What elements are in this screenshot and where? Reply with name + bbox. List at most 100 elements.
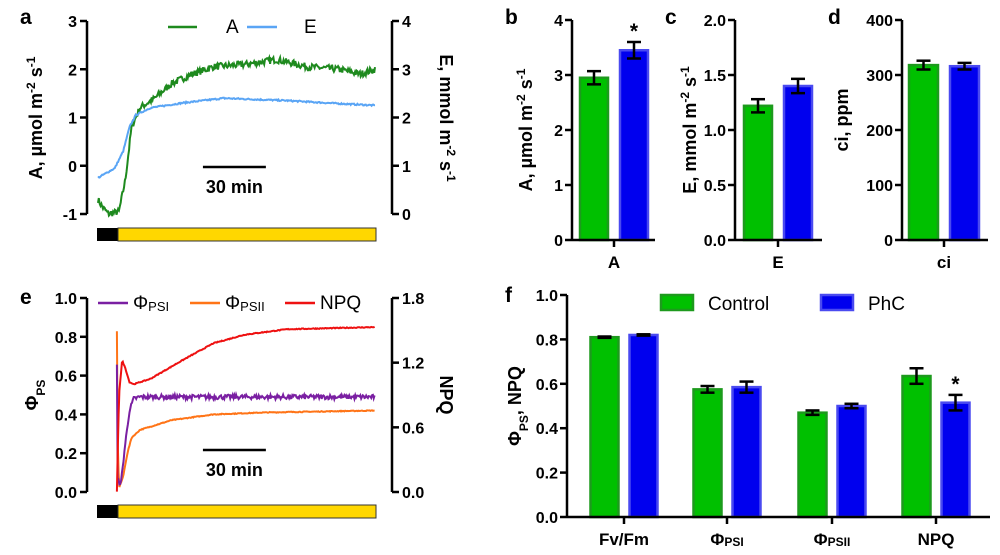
right-axis-label-part: s: [436, 156, 456, 171]
category-label: ΦPSI: [710, 530, 743, 549]
left-tick-label: 0.2: [55, 446, 77, 463]
y-tick-label: 2.0: [704, 13, 726, 30]
panel-c: c 0.0 0.5 1.0 1.5 2.0 E E, mmol m-2 s-1: [665, 6, 822, 272]
legend-label: Control: [708, 294, 769, 315]
y-axis-label-part: , NPQ: [505, 366, 525, 415]
y-tick-label: 0.6: [536, 377, 558, 394]
left-tick-label: 3: [68, 14, 77, 31]
series-line-E: [97, 96, 376, 179]
panel-f: f * 0.0 0.2 0.4 0.6 0.8 1.0 Fv/Fm ΦPSI ΦPSII NPQ ΦPS…: [505, 284, 990, 549]
bar-phc: [940, 401, 971, 519]
right-tick-label: 2: [402, 111, 411, 128]
dark-period-bar: [97, 505, 118, 518]
y-axis-label-part: -1: [514, 68, 528, 79]
y-axis-label-part: -1: [678, 66, 692, 77]
right-axis-label-part: E, mmol m: [436, 54, 456, 145]
significance-marker: *: [630, 20, 639, 43]
light-period-bar: [117, 504, 377, 519]
series-line-PSII: [115, 331, 375, 488]
light-period-bar: [117, 227, 377, 242]
left-tick-label: 0.6: [55, 369, 77, 386]
y-tick-label: 400: [866, 13, 893, 30]
category-label: E: [772, 253, 783, 272]
right-tick-label: 4: [402, 14, 411, 31]
left-axis-label-part: A, µmol m: [26, 93, 46, 179]
y-tick-label: 4: [554, 13, 563, 30]
bar-control: [589, 335, 620, 519]
left-tick-label: 1: [68, 111, 77, 128]
right-tick-label: 3: [402, 62, 411, 79]
dark-period-bar: [97, 228, 118, 241]
panel-label: f: [505, 284, 513, 307]
left-tick-label: 0: [68, 159, 77, 176]
right-tick-label: 0.6: [402, 420, 424, 437]
legend-label: E: [304, 17, 317, 38]
left-tick-label: 0.0: [55, 485, 77, 502]
bar-control: [901, 374, 932, 519]
bar-phc: [628, 333, 659, 519]
legend-label: ΦPSI: [133, 293, 169, 314]
legend-label: PhC: [868, 294, 905, 315]
right-axis-label-part: NPQ: [436, 375, 456, 414]
right-axis-label: NPQ: [436, 375, 456, 414]
legend-swatch: [819, 293, 855, 312]
panel-label: a: [20, 6, 32, 29]
y-axis-label-part: -2: [678, 92, 692, 103]
left-axis-label: A, µmol m-2 s-1: [24, 56, 46, 179]
bar-phc: [836, 404, 867, 519]
panel-e: e 0.0 0.2 0.4 0.6 0.8 1.0 0.0 0.6 1.2 1.8 ΦPS NPQ ΦPS…: [20, 286, 456, 519]
legend-label: A: [226, 17, 239, 38]
y-tick-label: 0.5: [704, 178, 726, 195]
category-label: ci: [937, 253, 951, 272]
y-tick-label: 1.0: [536, 288, 558, 305]
right-axis-label-part: -2: [444, 145, 458, 156]
panel-d: d 0 100 200 300 400 ci ci, ppm: [828, 6, 988, 272]
y-axis-label: ci, ppm: [832, 88, 852, 151]
bar-phc: [618, 49, 650, 242]
y-tick-label: 1.5: [704, 68, 726, 85]
y-axis-label-part: E, mmol m: [680, 103, 700, 194]
category-label: ΦPSII: [814, 530, 851, 549]
legend-label: ΦPSII: [225, 293, 265, 314]
scale-bar-label: 30 min: [206, 460, 263, 480]
y-axis-label-part: -2: [514, 94, 528, 105]
y-tick-label: 0.2: [536, 466, 558, 483]
y-tick-label: 200: [866, 123, 893, 140]
left-tick-label: 2: [68, 62, 77, 79]
significance-marker: *: [951, 373, 960, 396]
left-tick-label: -1: [63, 207, 77, 224]
left-tick-label: 1.0: [55, 291, 77, 308]
y-tick-label: 0.4: [536, 421, 558, 438]
bar-control: [578, 76, 610, 242]
y-tick-label: 300: [866, 68, 893, 85]
bar-phc: [731, 385, 762, 519]
bar-control: [907, 63, 940, 242]
y-tick-label: 2: [554, 123, 563, 140]
y-axis-label-part: ci, ppm: [832, 88, 852, 151]
left-tick-label: 0.4: [55, 407, 77, 424]
left-axis-label-part: Φ: [22, 395, 42, 410]
right-tick-label: 1.8: [402, 291, 424, 308]
right-tick-label: 0: [402, 207, 411, 224]
y-axis-label: E, mmol m-2 s-1: [678, 66, 700, 194]
bar-control: [797, 411, 828, 519]
left-axis-label-part: -2: [24, 82, 38, 93]
y-tick-label: 0.8: [536, 332, 558, 349]
y-tick-label: 0.0: [536, 510, 558, 527]
left-tick-label: 0.8: [55, 330, 77, 347]
panel-b: b * 0 1 2 3 4 A A, µmol m-2 s-1: [505, 6, 655, 272]
legend-swatch: [659, 293, 695, 312]
y-axis-label: ΦPS, NPQ: [505, 366, 531, 446]
y-tick-label: 1: [554, 178, 563, 195]
bar-phc: [948, 64, 981, 242]
right-tick-label: 0.0: [402, 485, 424, 502]
category-label: A: [608, 253, 620, 272]
y-axis-label-part: s: [680, 77, 700, 92]
y-tick-label: 0: [884, 233, 893, 250]
scale-bar-label: 30 min: [206, 177, 263, 197]
right-axis-label: E, mmol m-2 s-1: [436, 54, 458, 182]
left-axis-label-part: -1: [24, 56, 38, 67]
y-axis-label-part: A, µmol m: [516, 105, 536, 191]
